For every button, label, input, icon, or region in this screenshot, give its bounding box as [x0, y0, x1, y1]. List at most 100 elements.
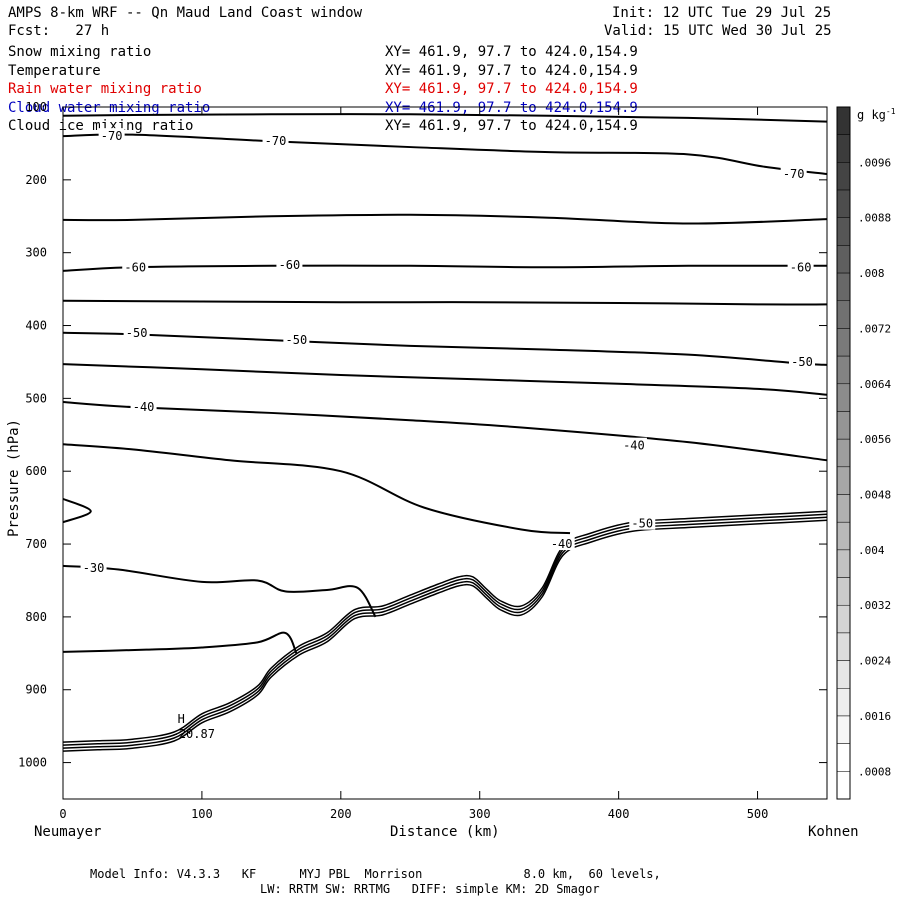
model-info: Model Info: V4.3.3 KF MYJ PBL Morrison 8… — [90, 867, 661, 881]
colorbar-cell — [836, 632, 851, 661]
x-end-label: Kohnen — [808, 824, 859, 840]
temperature-contour — [62, 213, 828, 225]
high-marker-value: -20.87 — [172, 727, 215, 741]
contour-label: -60 — [124, 260, 146, 274]
temperature-contour — [62, 331, 828, 366]
contour-label-bg — [123, 324, 150, 339]
colorbar-cell — [836, 521, 851, 551]
contour-label-bg — [122, 259, 149, 274]
colorbar-cell — [836, 189, 851, 218]
colorbar-frame — [836, 106, 851, 800]
temperature-contour — [62, 113, 828, 123]
colorbar-cell — [836, 715, 851, 744]
contour-label: -40 — [133, 400, 155, 414]
colorbar-cell — [836, 272, 851, 302]
x-tick-label: 500 — [747, 807, 769, 821]
colorbar-label: .0032 — [858, 599, 891, 612]
x-axis-label: Distance (km) — [390, 824, 500, 840]
y-tick-label: 700 — [25, 537, 47, 551]
x-tick-label: 200 — [330, 807, 352, 821]
colorbar-label: .004 — [858, 544, 885, 557]
contour-label-bg — [80, 560, 107, 575]
contour-label: -70 — [101, 129, 123, 143]
x-tick-label: 100 — [191, 807, 213, 821]
field-name: Cloud ice mixing ratio — [8, 118, 194, 134]
colorbar-label: .0048 — [858, 489, 891, 502]
y-tick-label: 500 — [25, 391, 47, 405]
colorbar-cell — [836, 245, 851, 274]
valid-time: Valid: 15 UTC Wed 30 Jul 25 — [604, 23, 832, 39]
terrain-line — [62, 519, 828, 752]
terrain-line — [62, 513, 828, 746]
colorbar-label: .008 — [858, 267, 885, 280]
colorbar-cell — [836, 217, 851, 246]
terrain-line — [62, 516, 828, 749]
contour-label: -30 — [83, 561, 105, 575]
high-marker-symbol: H — [178, 712, 185, 726]
contour-label-bg — [629, 515, 656, 530]
colorbar-cell — [836, 134, 851, 163]
colorbar-label: .0008 — [858, 765, 891, 778]
y-axis-label: Pressure (hPa) — [6, 419, 22, 538]
contour-label-bg — [130, 399, 157, 414]
y-tick-label: 800 — [25, 610, 47, 624]
colorbar-cell — [836, 383, 851, 412]
contour-label: -70 — [265, 134, 287, 148]
contour-label-bg — [548, 536, 575, 551]
contour-label-bg — [98, 128, 125, 143]
colorbar-cell — [836, 355, 851, 385]
colorbar-label: .0096 — [858, 156, 891, 169]
y-tick-label: 600 — [25, 464, 47, 478]
contour-label-bg — [276, 257, 303, 272]
temperature-contour — [62, 133, 828, 176]
contour-label-bg — [620, 437, 647, 452]
y-tick-label: 200 — [25, 173, 47, 187]
y-tick-label: 400 — [25, 319, 47, 333]
field-xy: XY= 461.9, 97.7 to 424.0,154.9 — [385, 44, 638, 60]
temperature-contour — [62, 363, 828, 396]
colorbar-cell — [836, 604, 851, 634]
temperature-contour — [62, 299, 828, 306]
field-name: Temperature — [8, 62, 101, 79]
colorbar-cell — [836, 300, 851, 329]
colorbar-cell — [836, 162, 851, 191]
x-tick-label: 300 — [469, 807, 491, 821]
colorbar-label: .0016 — [858, 710, 891, 723]
contour-label: -60 — [790, 260, 812, 274]
contour-label: -50 — [286, 333, 308, 347]
contour-label: -50 — [126, 326, 148, 340]
x-start-label: Neumayer — [34, 824, 102, 840]
temperature-contour — [62, 443, 571, 535]
contour-label: -60 — [279, 258, 301, 272]
field-xy: XY= 461.9, 97.7 to 424.0,154.9 — [385, 118, 638, 134]
field-name: Snow mixing ratio — [8, 44, 152, 60]
colorbar-cell — [836, 411, 851, 440]
colorbar-cell — [836, 577, 851, 606]
colorbar-label: .0024 — [858, 655, 891, 668]
x-tick-label: 400 — [608, 807, 630, 821]
plot-frame — [62, 106, 828, 800]
contour-label-bg — [780, 166, 807, 181]
colorbar-label: .0088 — [858, 212, 891, 225]
colorbar-unit: g kg-1 — [857, 104, 896, 123]
temperature-contour — [62, 631, 298, 654]
contour-label: -50 — [791, 355, 813, 369]
contour-label: -70 — [783, 167, 805, 181]
x-tick-label: 0 — [59, 807, 66, 821]
contour-label: -50 — [631, 517, 653, 531]
init-time: Init: 12 UTC Tue 29 Jul 25 — [612, 5, 832, 21]
y-tick-label: 100 — [25, 100, 47, 114]
colorbar-cell — [836, 494, 851, 523]
colorbar-unit-exponent: -1 — [885, 107, 896, 116]
colorbar-cell — [836, 328, 851, 357]
contour-label: -40 — [623, 439, 645, 453]
chart-title: AMPS 8-km WRF -- Qn Maud Land Coast wind… — [8, 5, 363, 21]
forecast-hour: Fcst: 27 h — [8, 23, 110, 39]
colorbar-label: .0064 — [858, 378, 891, 391]
temperature-contour — [62, 401, 828, 462]
contour-label-bg — [283, 332, 310, 347]
colorbar-unit-text: g kg — [857, 108, 886, 122]
colorbar-cell — [836, 466, 851, 495]
y-tick-label: 1000 — [18, 756, 47, 770]
